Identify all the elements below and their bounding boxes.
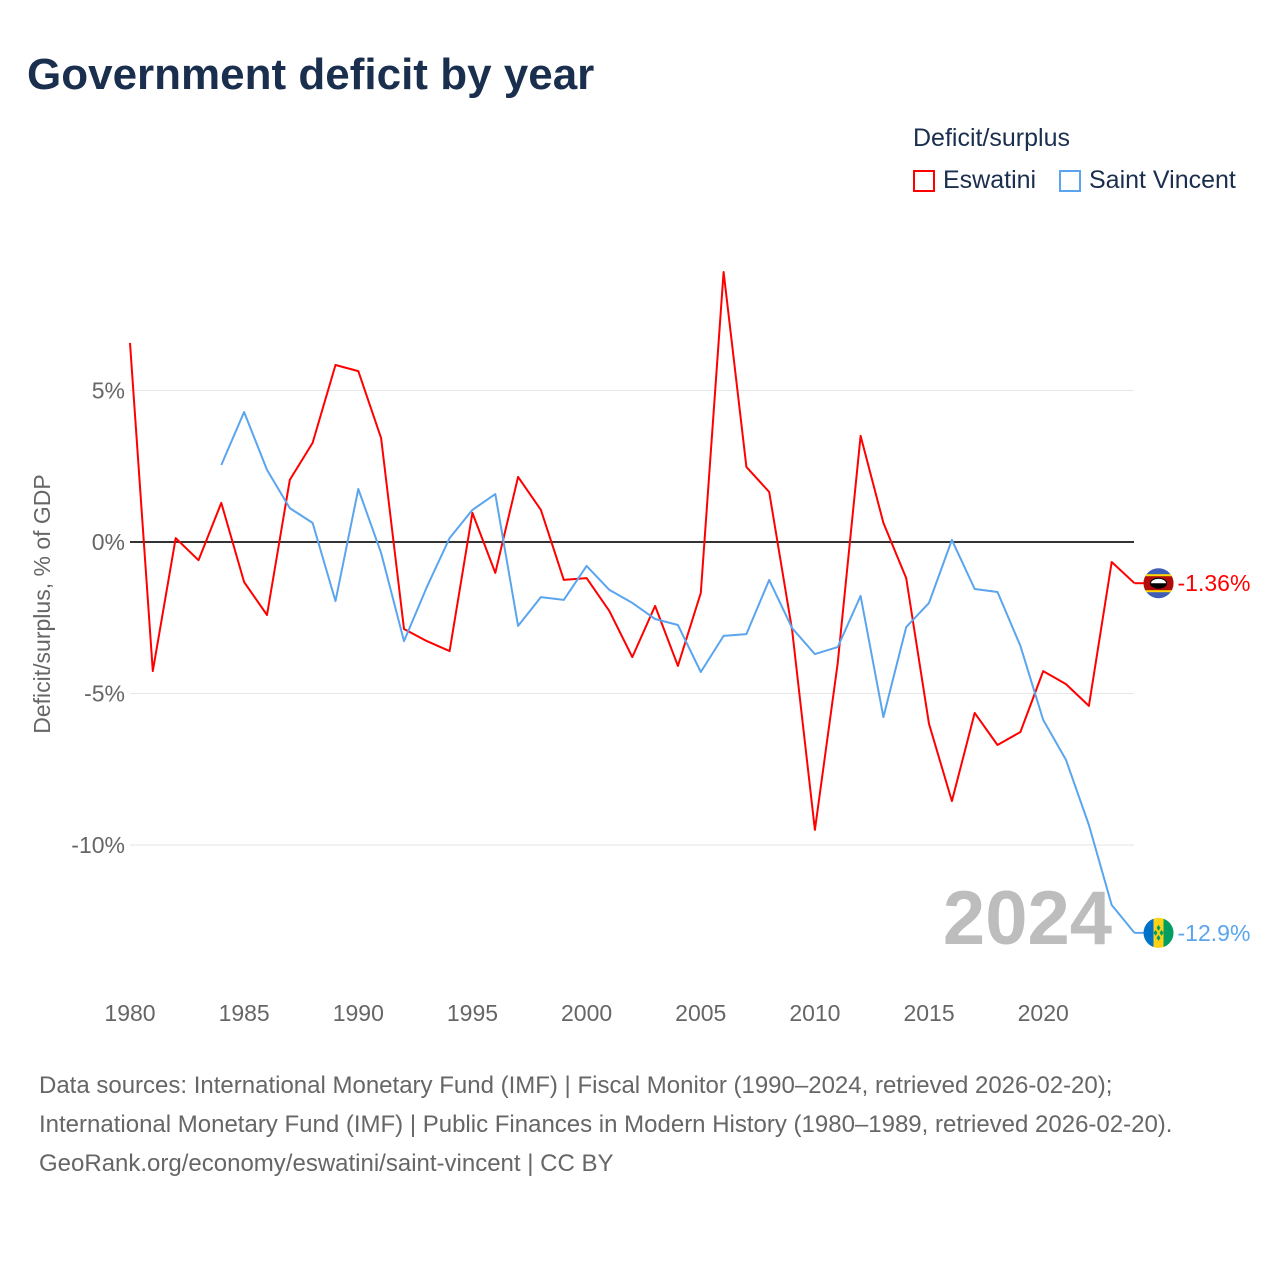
x-tick-label: 1995: [447, 1000, 498, 1026]
x-tick-label: 2005: [675, 1000, 726, 1026]
flag-body: [1143, 568, 1174, 599]
x-tick-label: 1985: [219, 1000, 270, 1026]
footer: Data sources: International Monetary Fun…: [39, 1066, 1239, 1183]
x-tick-label: 2000: [561, 1000, 612, 1026]
y-axis-label: Deficit/surplus, % of GDP: [29, 474, 55, 733]
x-tick-label: 1990: [333, 1000, 384, 1026]
flag-diamond: [1156, 934, 1161, 941]
x-tick-label: 2015: [903, 1000, 954, 1026]
y-tick-label: 0%: [92, 529, 125, 555]
saint-vincent-flag-icon: [1143, 917, 1174, 948]
end-value-label: -12.9%: [1178, 920, 1251, 946]
x-tick-label: 2010: [789, 1000, 840, 1026]
flag-shield-dark: [1150, 583, 1167, 589]
chart-title: Government deficit by year: [27, 50, 595, 99]
credit-link[interactable]: GeoRank.org/economy/eswatini/saint-vince…: [39, 1150, 614, 1177]
end-value-label: -1.36%: [1178, 570, 1251, 596]
legend-label: Saint Vincent: [1089, 166, 1236, 194]
y-tick-label: -5%: [84, 681, 125, 707]
eswatini-flag-icon: [1143, 568, 1174, 599]
flag-green: [1163, 917, 1174, 948]
flag-diamond: [1153, 929, 1158, 936]
legend-item-saint-vincent[interactable]: Saint Vincent: [1059, 166, 1236, 195]
legend-item-eswatini[interactable]: Eswatini: [913, 166, 1036, 195]
flag-diamond: [1156, 924, 1161, 931]
legend-swatch: [1059, 169, 1081, 192]
y-tick-label: -10%: [71, 832, 125, 858]
flag-yellow: [1153, 917, 1164, 948]
x-tick-label: 1980: [104, 1000, 155, 1026]
data-sources: Data sources: International Monetary Fun…: [39, 1072, 1173, 1138]
flag-body: [1143, 917, 1174, 948]
series-line-eswatini: [129, 271, 1136, 831]
y-tick-label: 5%: [92, 378, 125, 404]
legend-swatch: [913, 169, 935, 192]
year-watermark: 2024: [943, 876, 1112, 961]
legend-title: Deficit/surplus: [913, 124, 1070, 152]
x-tick-label: 2020: [1018, 1000, 1069, 1026]
flag-blue: [1143, 917, 1154, 948]
series-line-saint-vincent: [220, 411, 1136, 934]
legend-label: Eswatini: [943, 166, 1037, 194]
flag-diamond: [1159, 929, 1164, 936]
